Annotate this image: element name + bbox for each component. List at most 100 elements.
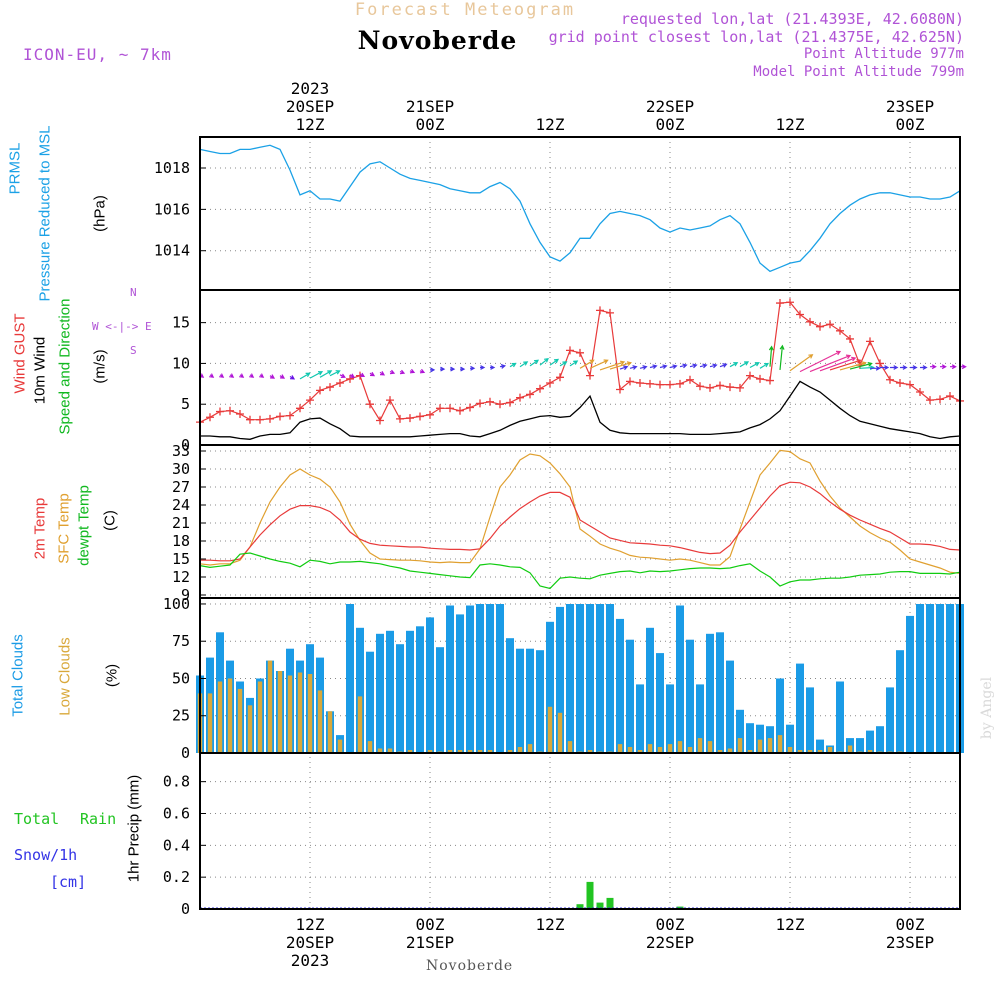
wind-direction-arrow (749, 362, 760, 369)
low-cloud-bar (257, 681, 263, 753)
gust-marker (656, 380, 664, 389)
y-tick-label: 0.6 (163, 804, 190, 822)
total-cloud-bar (856, 738, 864, 753)
wind-direction-arrow (249, 373, 255, 378)
dewpt-temp-label: dewpt Temp (75, 485, 93, 566)
low-cloud-bar (307, 674, 313, 753)
wind-direction-arrow (480, 365, 486, 370)
total-cloud-bar (476, 604, 484, 753)
wind-direction-arrow (699, 363, 708, 369)
low-cloud-bar (337, 739, 343, 753)
low-cloud-bar (367, 741, 373, 753)
prmsl-label: PRMSL (6, 142, 24, 195)
time-label-bottom: 20SEP (286, 933, 334, 952)
low-cloud-bar (567, 741, 573, 753)
wind-direction-arrow (430, 367, 436, 373)
time-label-top: 12Z (296, 115, 325, 134)
total-cloud-bar (546, 621, 554, 753)
wind-10m-label: 10m Wind (31, 336, 49, 405)
wind-direction-arrow (829, 359, 862, 371)
wind-direction-arrow (759, 362, 770, 369)
low-cloud-bar (677, 741, 683, 753)
rain-label-total: Total (14, 810, 60, 828)
total-cloud-bar (616, 618, 624, 753)
total-cloud-bar (606, 604, 614, 753)
total-cloud-bar (356, 627, 364, 753)
wind-direction-arrow (329, 370, 341, 377)
y-tick-label: 15 (172, 314, 190, 332)
low-cloud-bar (467, 750, 473, 753)
time-label-bottom: 2023 (291, 951, 330, 970)
time-label-top: 12Z (776, 115, 805, 134)
time-label-top: 2023 (291, 79, 330, 98)
y-tick-label: 24 (172, 496, 190, 514)
wind-direction-arrow (299, 372, 311, 380)
gust-marker (736, 383, 744, 392)
gust-marker (626, 377, 634, 386)
wind-direction-arrow (419, 368, 426, 374)
total-cloud-bar (526, 648, 534, 753)
gust-marker (296, 404, 304, 413)
total-cloud-bar (646, 627, 654, 753)
gust-marker (206, 413, 214, 422)
low-cloud-bar (737, 738, 743, 753)
total-cloud-bar (706, 633, 714, 753)
gust-marker (506, 398, 514, 407)
wind-direction-arrow (409, 368, 416, 374)
total-cloud-bar (596, 604, 604, 753)
gust-marker (636, 379, 644, 387)
y-tick-label: 1014 (154, 242, 190, 260)
total-cloud-bar (496, 604, 504, 753)
gust-marker (916, 387, 924, 396)
gust-marker (256, 415, 264, 424)
wind-direction-arrow (609, 361, 632, 370)
wind-direction-arrow (809, 354, 852, 373)
wind-direction-arrow (399, 369, 406, 375)
wind-direction-arrow (319, 370, 333, 378)
low-cloud-bar (557, 712, 563, 753)
time-label-top: 22SEP (646, 97, 694, 116)
gust-marker (676, 379, 684, 388)
chart-subtitle: Forecast Meteogram (354, 0, 576, 20)
time-label-top: 00Z (656, 115, 685, 134)
wind-direction-arrow (599, 360, 626, 371)
wind-direction-arrow (369, 371, 376, 377)
wind-direction-arrow (679, 363, 688, 369)
y-tick-label: 0 (181, 744, 190, 762)
time-label-top: 00Z (896, 115, 925, 134)
gust-marker (376, 416, 384, 425)
gust-marker (816, 322, 824, 331)
wind-direction-arrow (339, 373, 346, 378)
gust-marker (666, 380, 674, 389)
compass-north: N (130, 286, 137, 299)
y-tick-label: 12 (172, 568, 190, 586)
low-cloud-bar (357, 696, 363, 753)
wind-direction-arrow (890, 365, 899, 370)
y-tick-label: 25 (172, 707, 190, 725)
wind-direction-arrow (669, 364, 678, 370)
wind-direction-arrow (629, 365, 638, 370)
wind-direction-arrow (269, 374, 276, 379)
gust-marker (446, 404, 454, 413)
wind-direction-arrow (619, 365, 629, 371)
low-cloud-bar (717, 750, 723, 753)
low-cloud-bar (667, 744, 673, 753)
gust-marker (326, 383, 334, 392)
total-cloud-bar (736, 709, 744, 753)
wind-direction-arrow (910, 365, 918, 370)
low-cloud-bar (377, 748, 383, 753)
gust-marker (706, 383, 714, 392)
y-tick-label: 15 (172, 550, 190, 568)
chart-marks (196, 144, 967, 910)
y-tick-label: 18 (172, 532, 190, 550)
wind-direction-arrow (940, 364, 947, 370)
wind-direction-arrow (289, 375, 296, 380)
time-label-bottom: 12Z (296, 915, 325, 934)
total-cloud-bar (346, 604, 354, 753)
y-tick-label: 5 (181, 395, 190, 413)
point-altitude: Point Altitude 977m (803, 46, 964, 62)
gust-marker (226, 406, 234, 415)
low-cloud-bar (547, 706, 553, 753)
gust-marker (686, 375, 694, 384)
